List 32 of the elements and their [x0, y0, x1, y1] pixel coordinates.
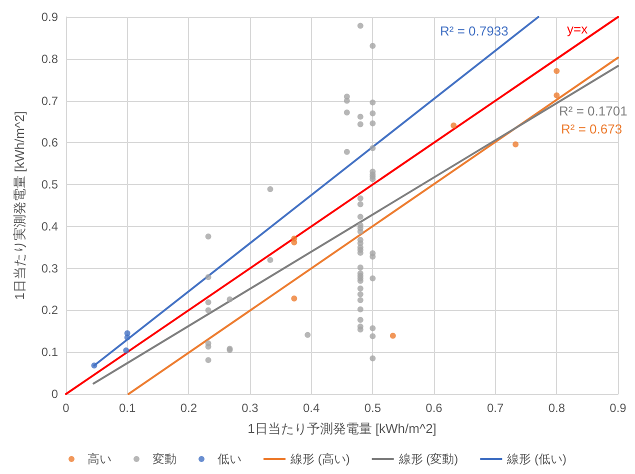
annotation: R² = 0.673 — [561, 122, 622, 136]
legend-label: 変動 — [152, 452, 177, 466]
y-tick-label: 0.7 — [41, 94, 58, 108]
y-tick-label: 0.5 — [41, 178, 58, 192]
x-tick-label: 0.5 — [364, 401, 382, 415]
legend-label: 線形 (低い) — [506, 452, 566, 466]
x-axis-title: 1日当たり予測発電量 [kWh/m^2] — [248, 421, 436, 436]
y-tick-label: 0 — [51, 387, 58, 401]
y-tick-label: 0.4 — [41, 219, 58, 234]
x-tick-label: 0.9 — [610, 401, 627, 415]
x-tick-label: 0.7 — [486, 401, 504, 415]
y-tick-label: 0.2 — [41, 303, 58, 318]
annotation: y=x — [567, 22, 588, 36]
annotation: R² = 0.7933 — [440, 24, 508, 38]
x-tick-label: 0.8 — [548, 401, 566, 415]
annotation: R² = 0.1701 — [559, 104, 628, 118]
y-tick-label: 0.9 — [41, 10, 58, 24]
x-tick-label: 0.6 — [426, 401, 443, 415]
x-tick-label: 0 — [62, 401, 70, 415]
legend-label: 低い — [218, 452, 242, 466]
legend-label: 高い — [88, 452, 112, 466]
x-tick-label: 0.1 — [118, 401, 136, 415]
legend-label: 線形 (変動) — [398, 452, 458, 466]
y-tick-label: 0.1 — [41, 345, 58, 360]
y-tick-label: 0.8 — [41, 52, 58, 66]
y-axis-title: 1日当たり実測発電量 [kWh/m^2] — [12, 111, 27, 300]
x-tick-label: 0.3 — [242, 401, 259, 415]
y-tick-label: 0.6 — [41, 136, 58, 150]
x-tick-label: 0.4 — [302, 401, 320, 415]
legend-label: 線形 (高い) — [290, 452, 350, 466]
y-tick-label: 0.3 — [41, 261, 58, 276]
x-tick-label: 0.2 — [180, 401, 198, 415]
